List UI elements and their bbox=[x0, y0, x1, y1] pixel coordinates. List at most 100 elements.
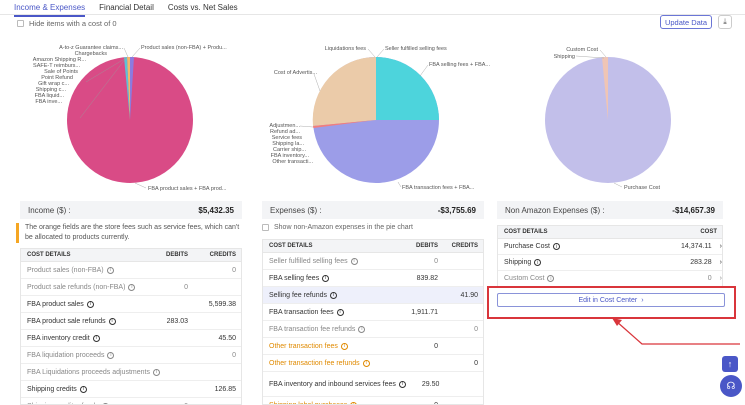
row-debit: 0 bbox=[184, 283, 188, 291]
help-button[interactable]: ☊ bbox=[720, 375, 742, 397]
tab-income-expenses[interactable]: Income & Expenses bbox=[14, 2, 86, 17]
nonamazon-table-body: Purchase Cost i 14,374.11 › Shipping i 283.28 ›… bbox=[498, 239, 722, 286]
info-icon[interactable]: i bbox=[362, 359, 370, 367]
row-name-text: Selling fee refunds bbox=[269, 291, 327, 299]
expenses-summary: Expenses ($) : -$3,755.69 bbox=[262, 201, 484, 219]
expense-label-4: Adjustmen... bbox=[269, 123, 300, 129]
show-nonamazon-row: Show non-Amazon expenses in the pie char… bbox=[262, 224, 413, 231]
row-credit: 0 bbox=[474, 359, 478, 367]
info-icon[interactable]: i bbox=[398, 380, 406, 388]
info-icon[interactable]: i bbox=[336, 308, 344, 316]
info-icon[interactable]: i bbox=[350, 257, 358, 265]
row-credit: 0 bbox=[232, 266, 236, 274]
info-icon[interactable]: i bbox=[329, 291, 337, 299]
income-col-credits: CREDITS bbox=[209, 252, 236, 258]
row-cost: 14,374.11 bbox=[681, 243, 712, 250]
expense-col-credits: CREDITS bbox=[451, 243, 478, 249]
income-pie-slice-small[interactable] bbox=[127, 57, 130, 120]
chevron-right-icon[interactable]: › bbox=[719, 259, 722, 266]
nonamazon-label-0: Custom Cost bbox=[566, 47, 598, 53]
income-col-name: COST DETAILS bbox=[27, 252, 71, 258]
row-name: FBA inventory credit i bbox=[21, 334, 145, 342]
expense-label-9: FBA inventory... bbox=[271, 153, 310, 159]
nonamazon-col-name: COST DETAILS bbox=[504, 229, 548, 235]
income-label-1: Product sales (non-FBA) + Produ... bbox=[141, 45, 227, 51]
row-name: FBA inventory and inbound services fees i bbox=[263, 380, 406, 388]
row-name: FBA Liquidations proceeds adjustments i bbox=[21, 368, 160, 376]
expense-label-10: Other transacti... bbox=[272, 159, 313, 165]
info-icon[interactable]: i bbox=[107, 351, 115, 359]
table-row: Other transaction fees i 0 bbox=[263, 338, 483, 355]
info-icon[interactable]: i bbox=[92, 334, 100, 342]
row-name-text: FBA inventory and inbound services fees bbox=[269, 380, 396, 388]
income-table-body: Product sales (non-FBA) i 0 Product sale re… bbox=[21, 262, 241, 404]
income-pie bbox=[67, 56, 193, 183]
download-button[interactable]: ⤓ bbox=[718, 15, 732, 29]
table-row: Product sale refunds (non-FBA) i 0 bbox=[21, 279, 241, 296]
highlight-box bbox=[487, 286, 736, 319]
info-icon[interactable]: i bbox=[86, 300, 94, 308]
expenses-summary-value: -$3,755.69 bbox=[437, 205, 476, 215]
info-icon[interactable]: i bbox=[101, 402, 109, 404]
row-name-text: FBA transaction fee refunds bbox=[269, 325, 356, 333]
expense-label-5: Refund ad... bbox=[270, 129, 300, 135]
nonamazon-label-1: Shipping bbox=[554, 54, 575, 60]
income-pie-slice-small-2[interactable] bbox=[124, 57, 130, 120]
orange-fields-note: The orange fields are the store fees suc… bbox=[16, 223, 246, 243]
expense-pie-slice-small[interactable] bbox=[313, 120, 376, 128]
scroll-top-button[interactable]: ↑ bbox=[722, 356, 738, 372]
chevron-right-icon[interactable]: › bbox=[719, 275, 722, 282]
income-pie-slice-product-sales[interactable] bbox=[130, 56, 134, 120]
expenses-pie-labels: Liquidations fees Seller fulfilled selli… bbox=[269, 46, 490, 191]
table-row: Selling fee refunds i 41.90 bbox=[263, 287, 483, 304]
tab-costs-vs-net-sales[interactable]: Costs vs. Net Sales bbox=[167, 3, 238, 12]
info-icon[interactable]: i bbox=[152, 368, 160, 376]
info-icon[interactable]: i bbox=[358, 325, 366, 333]
expense-pie-slice-advertising[interactable] bbox=[312, 56, 376, 126]
row-name: Other transaction fee refunds i bbox=[263, 359, 403, 367]
info-icon[interactable]: i bbox=[552, 243, 560, 250]
income-label-0: A-to-z Guarantee claims... bbox=[59, 45, 123, 51]
info-icon[interactable]: i bbox=[108, 317, 116, 325]
income-table-header: COST DETAILS DEBITS CREDITS bbox=[21, 249, 241, 262]
row-name-text: FBA transaction fees bbox=[269, 308, 334, 316]
update-data-button[interactable]: Update Data bbox=[660, 15, 712, 29]
headset-icon: ☊ bbox=[726, 380, 736, 392]
row-name: Shipping credits i bbox=[21, 385, 145, 393]
hide-zero-checkbox[interactable] bbox=[17, 20, 24, 27]
row-name-text: FBA product sale refunds bbox=[27, 317, 106, 325]
income-label-9: FBA liquid... bbox=[35, 93, 65, 99]
expense-label-0: Liquidations fees bbox=[325, 46, 367, 52]
table-row: Seller fulfilled selling fees i 0 bbox=[263, 253, 483, 270]
row-name-text: Product sales (non-FBA) bbox=[27, 266, 104, 274]
arrow-up-icon: ↑ bbox=[727, 359, 733, 369]
tab-financial-detail[interactable]: Financial Detail bbox=[99, 3, 154, 12]
income-label-10: FBA inve... bbox=[35, 99, 62, 105]
edit-in-cost-center-button[interactable]: Edit in Cost Center › bbox=[497, 293, 725, 307]
table-row: FBA inventory credit i 45.50 bbox=[21, 330, 241, 347]
row-name-text: Shipping credits bbox=[27, 385, 77, 393]
show-nonamazon-label: Show non-Amazon expenses in the pie char… bbox=[274, 224, 413, 231]
income-summary: Income ($) : $5,432.35 bbox=[20, 201, 242, 219]
table-row: Purchase Cost i 14,374.11 › bbox=[498, 239, 722, 255]
info-icon[interactable]: i bbox=[534, 259, 542, 266]
info-icon[interactable]: i bbox=[128, 283, 136, 291]
show-nonamazon-checkbox[interactable] bbox=[262, 224, 269, 231]
nonamazon-pie-slice-shipping[interactable] bbox=[602, 57, 608, 120]
row-debit: 283.03 bbox=[166, 317, 188, 325]
row-credit: 5,599.38 bbox=[208, 300, 236, 308]
info-icon[interactable]: i bbox=[106, 266, 114, 274]
info-icon[interactable]: i bbox=[322, 274, 330, 282]
row-credit: 126.85 bbox=[214, 385, 236, 393]
row-debit: 0 bbox=[434, 401, 438, 405]
expenses-pie bbox=[312, 56, 439, 183]
chevron-right-icon[interactable]: › bbox=[719, 243, 722, 250]
expense-pie-slice-fba-selling[interactable] bbox=[376, 57, 439, 120]
info-icon[interactable]: i bbox=[79, 385, 87, 393]
info-icon[interactable]: i bbox=[340, 342, 348, 350]
income-label-5: Sale of Points bbox=[44, 69, 78, 75]
info-icon[interactable]: i bbox=[547, 275, 555, 282]
